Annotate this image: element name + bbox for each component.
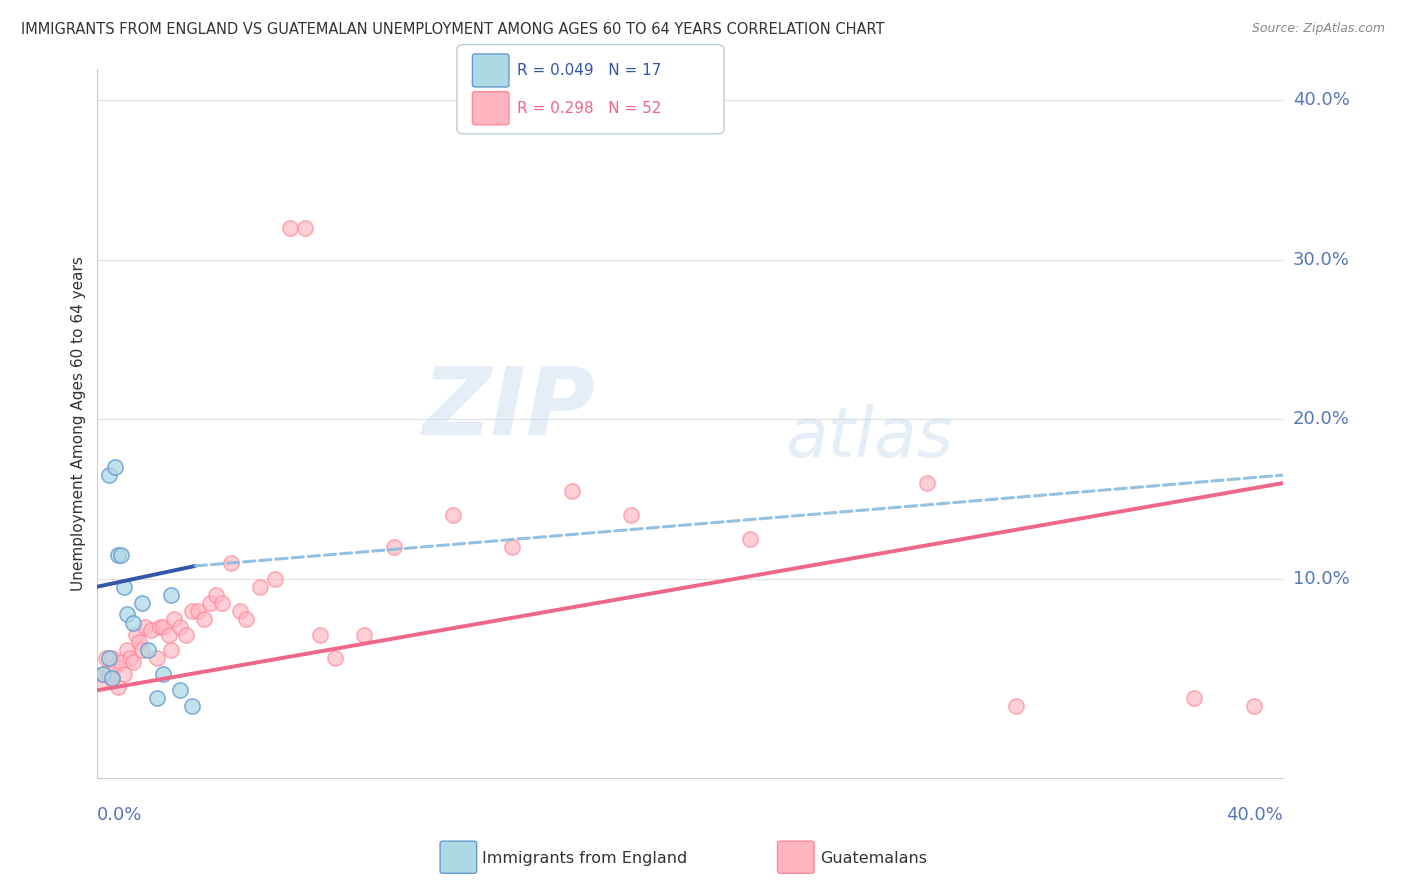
Point xyxy=(101,671,124,685)
Point xyxy=(219,556,242,570)
Point xyxy=(101,651,124,665)
Point xyxy=(323,651,346,665)
Point xyxy=(174,627,197,641)
Point xyxy=(110,548,132,562)
Point xyxy=(128,635,150,649)
Point xyxy=(104,659,127,673)
Point xyxy=(738,532,761,546)
Point xyxy=(160,643,183,657)
Point xyxy=(98,651,121,665)
Point xyxy=(169,683,191,698)
Point xyxy=(134,619,156,633)
Text: ZIP: ZIP xyxy=(423,363,595,455)
Point xyxy=(441,508,464,522)
Point xyxy=(145,651,167,665)
Point xyxy=(152,667,174,681)
Point xyxy=(118,651,141,665)
Point xyxy=(131,596,153,610)
Point xyxy=(264,572,287,586)
Point xyxy=(187,604,209,618)
Point xyxy=(125,627,148,641)
Point xyxy=(181,604,204,618)
Point xyxy=(211,596,233,610)
Text: R = 0.049   N = 17: R = 0.049 N = 17 xyxy=(517,63,662,78)
Point xyxy=(91,667,114,681)
Point xyxy=(115,643,138,657)
Point xyxy=(1243,699,1265,714)
Point xyxy=(110,655,132,669)
Point xyxy=(101,671,124,685)
Text: 0.0%: 0.0% xyxy=(97,806,143,824)
Point xyxy=(1005,699,1028,714)
Point xyxy=(139,623,162,637)
Point xyxy=(620,508,643,522)
Point xyxy=(249,580,271,594)
Text: Source: ZipAtlas.com: Source: ZipAtlas.com xyxy=(1251,22,1385,36)
Text: IMMIGRANTS FROM ENGLAND VS GUATEMALAN UNEMPLOYMENT AMONG AGES 60 TO 64 YEARS COR: IMMIGRANTS FROM ENGLAND VS GUATEMALAN UN… xyxy=(21,22,884,37)
Text: atlas: atlas xyxy=(785,404,953,471)
Text: R = 0.298   N = 52: R = 0.298 N = 52 xyxy=(517,101,662,116)
Point xyxy=(205,588,228,602)
Point xyxy=(107,680,129,694)
Point xyxy=(181,699,204,714)
Y-axis label: Unemployment Among Ages 60 to 64 years: Unemployment Among Ages 60 to 64 years xyxy=(72,256,86,591)
Point xyxy=(198,596,221,610)
Point xyxy=(112,667,135,681)
Point xyxy=(501,540,523,554)
Point xyxy=(353,627,375,641)
Point xyxy=(136,643,159,657)
Point xyxy=(193,611,215,625)
Point xyxy=(96,651,118,665)
Text: Immigrants from England: Immigrants from England xyxy=(482,851,688,865)
Point xyxy=(104,460,127,475)
Point xyxy=(308,627,330,641)
Point xyxy=(89,675,111,690)
Point xyxy=(122,655,145,669)
Point xyxy=(115,607,138,621)
Point xyxy=(91,667,114,681)
Point xyxy=(122,616,145,631)
Point xyxy=(382,540,405,554)
Point xyxy=(561,483,583,498)
Point xyxy=(169,619,191,633)
Text: Guatemalans: Guatemalans xyxy=(820,851,927,865)
Text: 40.0%: 40.0% xyxy=(1226,806,1284,824)
Point xyxy=(152,619,174,633)
Text: 20.0%: 20.0% xyxy=(1292,410,1350,428)
Text: 30.0%: 30.0% xyxy=(1292,251,1350,268)
Point xyxy=(278,221,301,235)
Point xyxy=(228,604,250,618)
Point xyxy=(1182,691,1205,706)
Point xyxy=(157,627,180,641)
Point xyxy=(235,611,257,625)
Text: 40.0%: 40.0% xyxy=(1292,91,1350,110)
Point xyxy=(917,476,939,491)
Point xyxy=(131,643,153,657)
Point xyxy=(149,619,172,633)
Point xyxy=(98,468,121,483)
Point xyxy=(107,548,129,562)
Point xyxy=(163,611,186,625)
Point xyxy=(294,221,316,235)
Point xyxy=(112,580,135,594)
Point xyxy=(160,588,183,602)
Text: 10.0%: 10.0% xyxy=(1292,570,1350,588)
Point xyxy=(145,691,167,706)
Point xyxy=(98,667,121,681)
